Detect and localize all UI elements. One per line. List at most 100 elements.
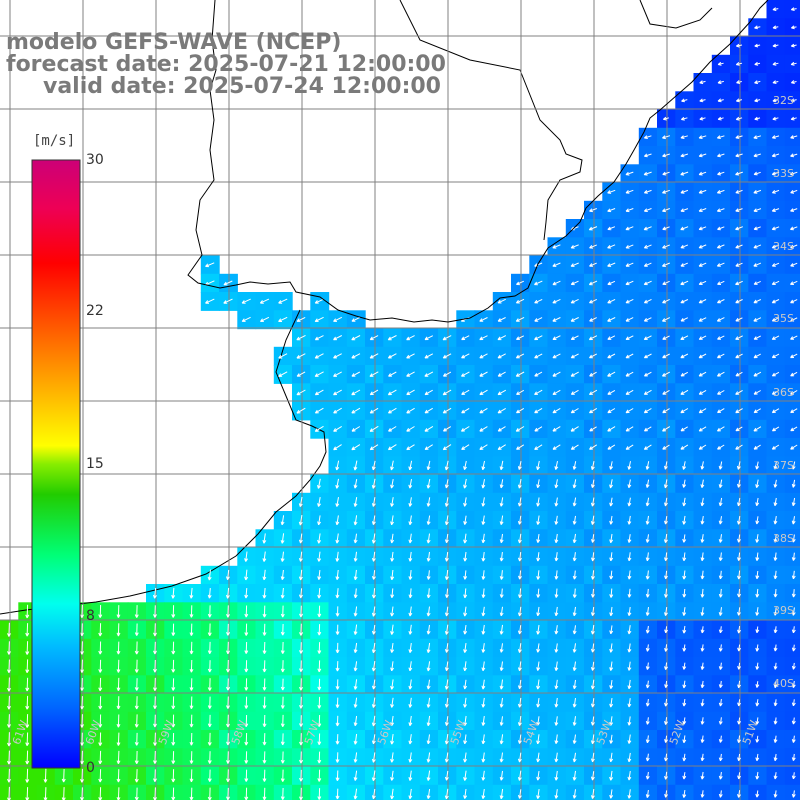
wind-arrow [116,732,121,746]
wind-arrow [207,588,212,599]
wind-arrow [481,716,486,726]
wind-arrow [7,750,11,765]
wind-arrow [353,788,358,800]
wind-arrow [716,189,725,194]
wind-arrow [664,516,668,525]
wind-arrow [444,624,449,635]
wind-arrow [463,497,468,507]
wind-arrow [791,680,796,688]
wind-arrow [226,714,230,728]
lat-label: 37S [773,459,794,472]
wind-arrow [189,678,194,691]
wind-arrow [299,751,304,764]
wind-arrow [317,515,322,526]
wind-arrow [737,534,741,543]
wind-speed-cell [711,438,731,457]
wind-arrow [426,533,431,544]
wind-arrow [497,426,506,432]
wind-arrow [408,570,413,580]
wind-arrow [662,389,670,395]
wind-arrow [698,226,707,231]
wind-arrow [735,43,743,48]
wind-arrow [499,643,504,653]
wind-arrow [189,623,194,636]
wind-arrow [643,298,652,304]
wind-arrow [152,587,157,599]
wind-arrow [791,772,796,780]
wind-arrow [280,660,285,673]
wind-arrow [371,642,376,654]
wind-arrow [134,659,139,673]
wind-arrow [314,371,324,377]
wind-arrow [226,641,230,655]
wind-arrow [589,208,597,213]
model-title: modelo GEFS-WAVE (NCEP) [6,30,342,55]
wind-arrow [625,426,634,432]
wind-arrow [278,353,288,359]
wind-arrow [607,444,616,450]
wind-arrow [590,606,595,616]
wind-arrow [735,153,743,158]
wind-arrow [609,643,614,653]
wind-arrow [554,606,559,617]
wind-arrow [390,479,394,489]
wind-arrow [116,677,121,692]
wind-arrow [461,444,470,450]
wind-arrow [717,335,725,340]
colorbar-tick-22: 22 [86,303,104,319]
wind-arrow [662,153,670,158]
wind-arrow [609,734,614,744]
wind-arrow [335,770,340,782]
wind-arrow [335,478,340,489]
wind-speed-cell [565,383,585,403]
wind-arrow [390,569,395,581]
wind-arrow [736,461,741,470]
wind-arrow [662,262,670,267]
wind-arrow [572,497,577,507]
wind-arrow [517,497,522,507]
wind-arrow [790,244,798,249]
wind-arrow [387,335,397,341]
wind-arrow [98,696,103,710]
wind-arrow [408,624,413,635]
uruguay-inner [639,0,713,29]
wind-arrow [717,444,725,450]
wind-arrow [189,641,194,655]
wind-arrow [790,226,798,231]
wind-arrow [662,353,670,359]
wind-arrow [280,678,285,691]
wind-arrow [298,533,303,544]
wind-arrow [643,244,652,249]
wind-arrow [171,769,176,783]
wind-arrow [353,497,358,507]
wind-arrow [662,135,671,140]
wind-arrow [643,280,652,286]
forecast-date: forecast date: 2025-07-21 12:00:00 [6,52,446,77]
wind-arrow [171,696,176,710]
wind-speed-cell [310,419,330,439]
wind-arrow [424,335,434,341]
wind-arrow [773,497,778,507]
wind-arrow [791,607,796,616]
wind-arrow [406,426,415,432]
wind-arrow [351,316,361,322]
wind-arrow [664,753,669,762]
wind-arrow [353,588,358,599]
wind-arrow [590,679,595,690]
wind-arrow [627,552,632,562]
wind-arrow [353,479,358,489]
wind-arrow [590,624,595,635]
wind-arrow [296,389,306,396]
wind-arrow [572,679,577,690]
wind-speed-cell [310,383,330,403]
wind-arrow [737,753,742,762]
wind-arrow [517,606,522,617]
wind-arrow [718,644,723,652]
wind-arrow [735,426,743,432]
wind-arrow [680,353,689,359]
wind-arrow [515,426,525,432]
wind-arrow [536,679,541,690]
wind-arrow [262,588,267,599]
wind-arrow [664,588,668,598]
wind-arrow [534,389,543,395]
